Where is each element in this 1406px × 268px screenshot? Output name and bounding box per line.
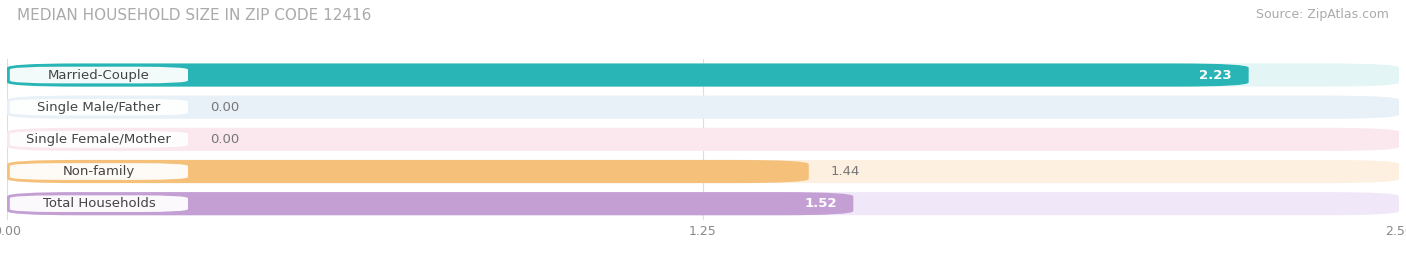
Text: 0.00: 0.00 bbox=[211, 101, 239, 114]
FancyBboxPatch shape bbox=[10, 67, 188, 83]
FancyBboxPatch shape bbox=[7, 192, 853, 215]
FancyBboxPatch shape bbox=[7, 160, 1399, 183]
Text: 2.23: 2.23 bbox=[1199, 69, 1232, 81]
FancyBboxPatch shape bbox=[7, 64, 1399, 87]
FancyBboxPatch shape bbox=[7, 64, 1249, 87]
FancyBboxPatch shape bbox=[7, 160, 808, 183]
Text: Married-Couple: Married-Couple bbox=[48, 69, 150, 81]
Text: 0.00: 0.00 bbox=[211, 133, 239, 146]
FancyBboxPatch shape bbox=[10, 99, 188, 116]
FancyBboxPatch shape bbox=[7, 128, 1399, 151]
FancyBboxPatch shape bbox=[10, 163, 188, 180]
Text: 1.44: 1.44 bbox=[831, 165, 860, 178]
FancyBboxPatch shape bbox=[10, 195, 188, 212]
Text: MEDIAN HOUSEHOLD SIZE IN ZIP CODE 12416: MEDIAN HOUSEHOLD SIZE IN ZIP CODE 12416 bbox=[17, 8, 371, 23]
Text: Single Male/Father: Single Male/Father bbox=[38, 101, 160, 114]
Text: 1.52: 1.52 bbox=[804, 197, 837, 210]
FancyBboxPatch shape bbox=[7, 192, 1399, 215]
Text: Single Female/Mother: Single Female/Mother bbox=[27, 133, 172, 146]
FancyBboxPatch shape bbox=[10, 131, 188, 148]
FancyBboxPatch shape bbox=[7, 96, 1399, 119]
Text: Source: ZipAtlas.com: Source: ZipAtlas.com bbox=[1256, 8, 1389, 21]
Text: Non-family: Non-family bbox=[63, 165, 135, 178]
Text: Total Households: Total Households bbox=[42, 197, 155, 210]
